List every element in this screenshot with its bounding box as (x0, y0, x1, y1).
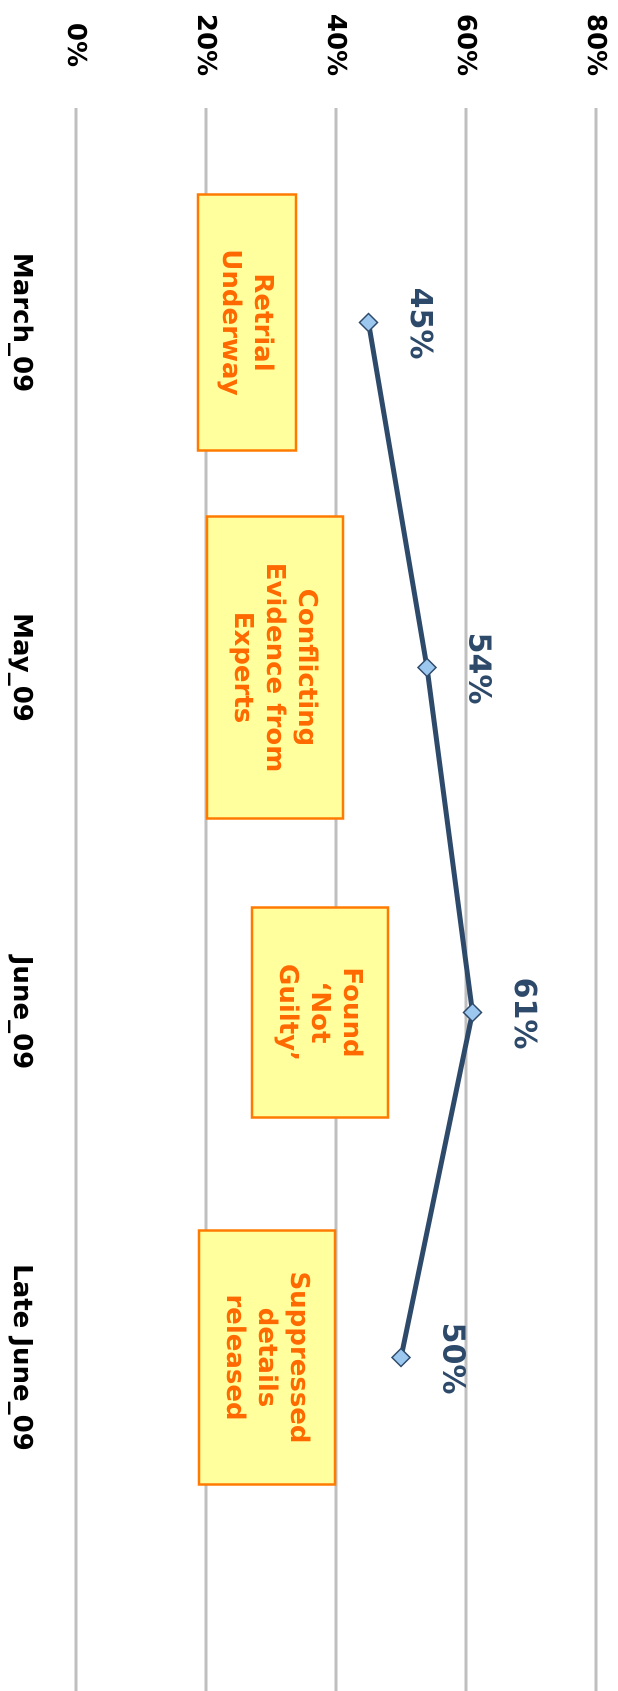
annotation-text: Evidence from (260, 563, 290, 773)
data-label: 45% (403, 288, 438, 360)
x-category-label: May_09 (7, 613, 37, 722)
series-polyline (366, 322, 475, 1359)
data-point-marker (390, 1347, 412, 1368)
x-axis-category-labels: March_09 May_09 June_09 Late June_09 (7, 253, 37, 1451)
y-tick-label: 0% (61, 23, 91, 67)
data-labels: 45% 54% 61% 50% (403, 288, 542, 1395)
annotation-text: Retrial (248, 273, 278, 371)
annotation-text: Experts (228, 612, 258, 724)
y-tick-label: 60% (451, 14, 481, 76)
annotation-rect (205, 515, 345, 820)
x-category-label: March_09 (7, 253, 37, 392)
y-tick-label: 80% (581, 14, 611, 76)
annotation-text: ‘Not (305, 982, 335, 1044)
data-point-marker (358, 312, 379, 333)
annotation-text: Found (337, 967, 367, 1057)
data-point-marker (462, 1002, 483, 1023)
annotation-rect (196, 193, 298, 452)
series-line (358, 312, 483, 1368)
x-category-label: Late June_09 (7, 1264, 37, 1451)
y-axis-tick-labels: 0% 20% 40% 60% 80% (61, 14, 611, 76)
data-point-marker (416, 657, 438, 678)
y-tick-label: 20% (191, 14, 221, 76)
data-label: 50% (436, 1323, 471, 1395)
annotation-text: Conflicting (292, 589, 322, 747)
annotation-text: Underway (216, 249, 246, 395)
x-category-label: June_09 (7, 954, 37, 1070)
annotation-text: Suppressed (284, 1271, 314, 1443)
annotation-rect (250, 906, 390, 1119)
annotation-rect (197, 1229, 337, 1486)
y-tick-label: 40% (321, 14, 351, 76)
annotation-text: details (252, 1308, 282, 1408)
data-label: 61% (507, 978, 542, 1050)
annotation-text: released (220, 1294, 250, 1420)
data-label: 54% (462, 633, 497, 705)
annotation-text: Guilty’ (273, 964, 303, 1061)
